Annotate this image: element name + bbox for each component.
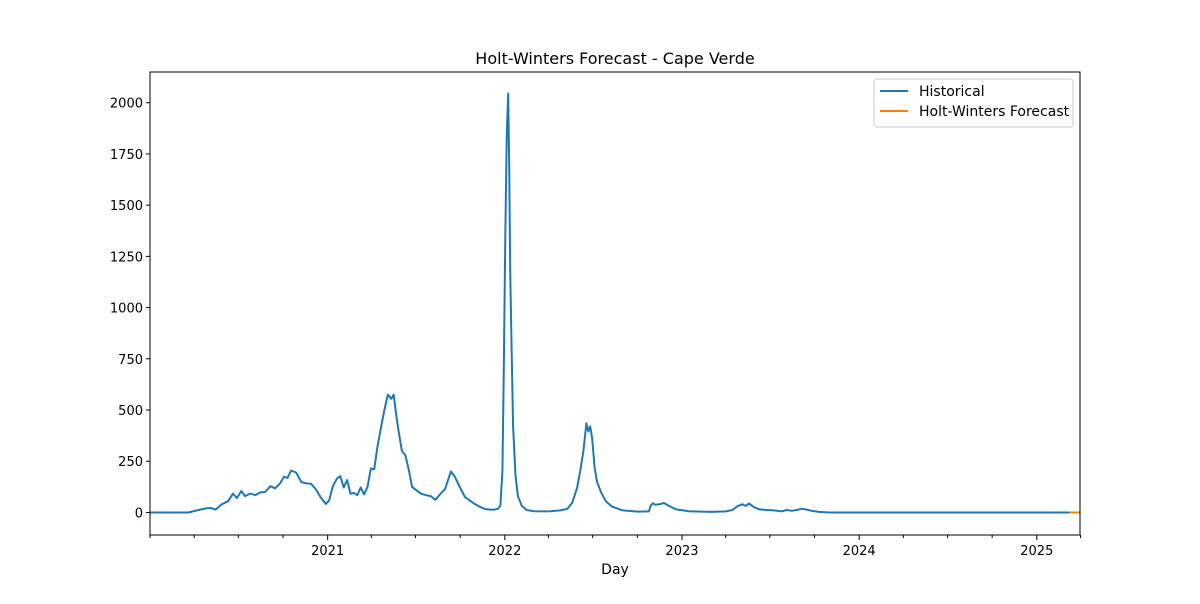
x-axis-label: Day [601,562,629,578]
legend-label-historical: Historical [919,84,985,100]
y-tick-label: 500 [118,404,143,419]
y-axis: 0 250 500 750 1000 1250 1500 1750 2000 [110,97,150,521]
y-tick-label: 0 [135,506,143,521]
plot-area-frame [149,71,1081,536]
legend-label-forecast: Holt-Winters Forecast [919,104,1070,120]
y-tick-label: 1250 [110,250,143,265]
legend: Historical Holt-Winters Forecast [873,78,1074,128]
x-tick-label: 2023 [665,544,698,559]
x-tick-label: 2024 [843,544,876,559]
x-tick-label: 2022 [488,544,521,559]
y-tick-label: 2000 [110,97,143,112]
x-axis: 2021 2022 2023 2024 2025 [149,535,1081,559]
series-layer [150,92,1080,514]
y-tick-label: 250 [118,455,143,470]
x-tick-label: 2021 [311,544,344,559]
legend-box [873,78,1074,128]
y-tick-label: 1500 [110,199,143,214]
y-tick-label: 1750 [110,148,143,163]
y-tick-label: 1000 [110,302,143,317]
y-tick-label: 750 [118,353,143,368]
series-line-historical [150,92,1070,514]
x-tick-label: 2025 [1020,544,1053,559]
chart-title: Holt-Winters Forecast - Cape Verde [475,49,754,68]
